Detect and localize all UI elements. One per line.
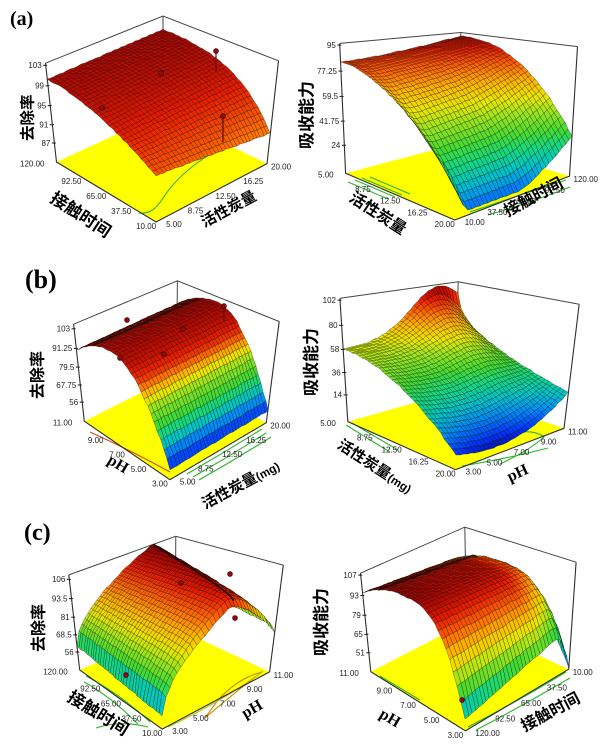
svg-text:11.00: 11.00 — [53, 419, 73, 428]
svg-text:14: 14 — [333, 391, 342, 400]
svg-text:12.50: 12.50 — [380, 197, 401, 206]
svg-text:81: 81 — [61, 613, 70, 622]
svg-text:12.50: 12.50 — [216, 192, 237, 201]
svg-text:3.00: 3.00 — [152, 480, 168, 489]
svg-text:10.00: 10.00 — [465, 218, 486, 227]
svg-text:16.25: 16.25 — [246, 436, 267, 445]
svg-text:8.75: 8.75 — [355, 185, 371, 194]
svg-text:7.00: 7.00 — [109, 451, 125, 460]
svg-text:(c): (c) — [24, 520, 51, 546]
svg-text:95: 95 — [37, 101, 46, 110]
svg-text:5.00: 5.00 — [180, 478, 196, 487]
svg-text:77.25: 77.25 — [317, 67, 338, 76]
svg-text:58: 58 — [330, 345, 339, 354]
svg-text:92.50: 92.50 — [545, 186, 566, 195]
svg-text:92.50: 92.50 — [80, 685, 101, 694]
svg-text:16.25: 16.25 — [243, 177, 264, 186]
svg-text:120.00: 120.00 — [574, 175, 599, 184]
svg-text:99: 99 — [35, 82, 44, 91]
svg-text:79: 79 — [352, 611, 361, 620]
svg-text:8.75: 8.75 — [198, 465, 214, 474]
svg-text:12.50: 12.50 — [382, 446, 403, 455]
svg-text:24: 24 — [331, 141, 340, 150]
svg-text:37.50: 37.50 — [487, 208, 508, 217]
svg-text:7.00: 7.00 — [400, 701, 416, 710]
svg-text:80: 80 — [329, 321, 338, 330]
svg-text:3.00: 3.00 — [448, 731, 464, 740]
svg-text:65: 65 — [354, 630, 363, 639]
svg-text:56: 56 — [69, 398, 78, 407]
svg-text:92.50: 92.50 — [61, 177, 82, 186]
svg-text:9.00: 9.00 — [247, 685, 263, 694]
svg-text:7.00: 7.00 — [514, 448, 530, 457]
svg-text:10.00: 10.00 — [136, 222, 157, 231]
svg-text:3.00: 3.00 — [466, 468, 482, 477]
svg-text:65.00: 65.00 — [521, 699, 542, 708]
svg-text:37.50: 37.50 — [547, 684, 568, 693]
svg-text:10.00: 10.00 — [573, 668, 594, 677]
svg-text:87: 87 — [41, 139, 50, 148]
svg-text:120.00: 120.00 — [43, 667, 68, 676]
svg-text:(b): (b) — [25, 265, 57, 294]
svg-text:5.00: 5.00 — [131, 465, 147, 474]
svg-text:7.00: 7.00 — [220, 700, 236, 709]
svg-text:41.75: 41.75 — [319, 117, 340, 126]
svg-text:68.5: 68.5 — [56, 631, 72, 640]
svg-text:11.00: 11.00 — [568, 427, 588, 436]
svg-text:9.00: 9.00 — [541, 438, 557, 447]
svg-text:12.50: 12.50 — [222, 450, 243, 459]
svg-text:11.00: 11.00 — [339, 669, 359, 678]
svg-text:95: 95 — [327, 41, 336, 50]
svg-text:5.00: 5.00 — [487, 458, 503, 467]
svg-text:102: 102 — [323, 296, 337, 305]
svg-text:16.25: 16.25 — [407, 208, 428, 217]
svg-text:103: 103 — [57, 325, 71, 334]
svg-text:9.00: 9.00 — [377, 686, 393, 695]
svg-text:9.00: 9.00 — [88, 436, 104, 445]
svg-text:103: 103 — [28, 61, 42, 70]
svg-text:36: 36 — [332, 368, 341, 377]
svg-text:8.75: 8.75 — [188, 206, 204, 215]
svg-text:20.00: 20.00 — [270, 422, 291, 431]
svg-text:5.00: 5.00 — [320, 419, 336, 428]
svg-text:92.50: 92.50 — [495, 714, 516, 723]
svg-text:91.25: 91.25 — [52, 344, 73, 353]
svg-text:65.00: 65.00 — [101, 700, 122, 709]
svg-text:10.00: 10.00 — [142, 729, 163, 738]
svg-text:106: 106 — [52, 575, 66, 584]
svg-text:93.5: 93.5 — [52, 594, 68, 603]
svg-text:5.00: 5.00 — [193, 714, 209, 723]
svg-text:107: 107 — [343, 571, 357, 580]
svg-text:8.75: 8.75 — [357, 434, 373, 443]
svg-text:56: 56 — [65, 648, 74, 657]
svg-text:65.00: 65.00 — [516, 197, 537, 206]
svg-text:67.75: 67.75 — [56, 381, 77, 390]
svg-text:91: 91 — [39, 121, 48, 130]
svg-text:5.00: 5.00 — [166, 220, 182, 229]
svg-text:65.00: 65.00 — [86, 192, 107, 201]
svg-text:51: 51 — [356, 649, 365, 658]
svg-text:79.5: 79.5 — [59, 363, 75, 372]
svg-text:20.00: 20.00 — [436, 470, 457, 479]
svg-text:3.00: 3.00 — [172, 727, 188, 736]
svg-text:120.00: 120.00 — [475, 729, 500, 738]
svg-text:5.00: 5.00 — [318, 171, 334, 180]
svg-text:16.25: 16.25 — [409, 458, 430, 467]
svg-text:5.00: 5.00 — [424, 716, 440, 725]
svg-text:59.5: 59.5 — [323, 92, 339, 101]
svg-text:120.00: 120.00 — [20, 160, 45, 169]
svg-text:93: 93 — [350, 591, 359, 600]
svg-text:(a): (a) — [10, 8, 33, 30]
svg-text:37.50: 37.50 — [121, 714, 142, 723]
svg-text:37.50: 37.50 — [111, 207, 132, 216]
svg-text:20.00: 20.00 — [435, 220, 456, 229]
svg-text:20.00: 20.00 — [271, 163, 292, 172]
svg-text:11.00: 11.00 — [274, 671, 294, 680]
